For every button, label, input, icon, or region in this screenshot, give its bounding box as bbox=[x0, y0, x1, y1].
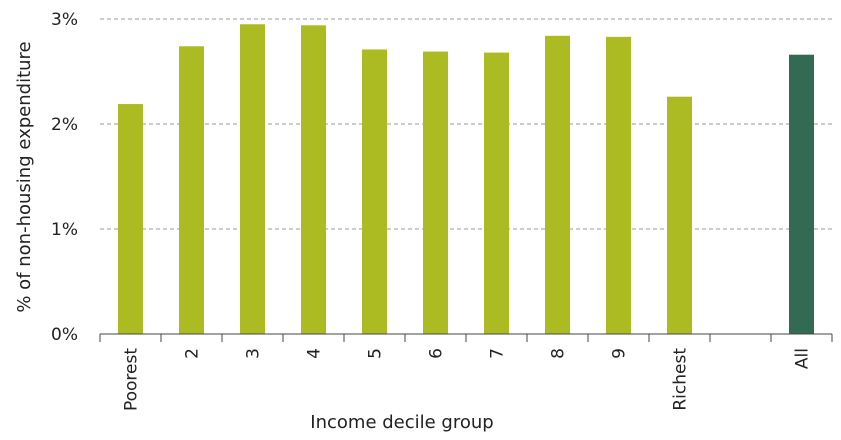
bar bbox=[484, 53, 509, 334]
x-axis-ticks bbox=[100, 334, 832, 342]
bar bbox=[362, 49, 387, 334]
y-axis-tick-labels: 0% 1% 2% 3% bbox=[51, 10, 78, 345]
bar bbox=[606, 37, 631, 334]
bar bbox=[118, 104, 143, 334]
x-tick-label: 8 bbox=[549, 348, 569, 359]
bar bbox=[301, 25, 326, 334]
bars bbox=[118, 24, 814, 334]
x-axis-tick-labels: Poorest 2 3 4 5 6 7 8 9 Richest All bbox=[122, 348, 813, 411]
bar bbox=[179, 46, 204, 334]
x-tick-label: All bbox=[793, 348, 813, 369]
bar bbox=[667, 97, 692, 334]
bar bbox=[240, 24, 265, 334]
x-tick-label: Poorest bbox=[122, 348, 142, 411]
y-axis-title: % of non-housing expenditure bbox=[14, 41, 35, 312]
y-tick-label: 2% bbox=[51, 115, 78, 135]
x-tick-label: 5 bbox=[366, 348, 386, 359]
x-tick-label: Richest bbox=[671, 348, 691, 411]
x-tick-label: 6 bbox=[427, 348, 447, 359]
x-tick-label: 7 bbox=[488, 348, 508, 359]
x-tick-label: 4 bbox=[305, 348, 325, 359]
y-tick-label: 3% bbox=[51, 10, 78, 30]
x-tick-label: 3 bbox=[244, 348, 264, 359]
bar bbox=[545, 36, 570, 334]
y-tick-label: 1% bbox=[51, 220, 78, 240]
x-tick-label: 2 bbox=[183, 348, 203, 359]
x-tick-label: 9 bbox=[610, 348, 630, 359]
bar bbox=[423, 52, 448, 334]
y-gridlines bbox=[100, 19, 832, 229]
y-tick-label: 0% bbox=[51, 325, 78, 345]
bar bbox=[789, 55, 814, 334]
x-axis-title: Income decile group bbox=[310, 412, 493, 433]
